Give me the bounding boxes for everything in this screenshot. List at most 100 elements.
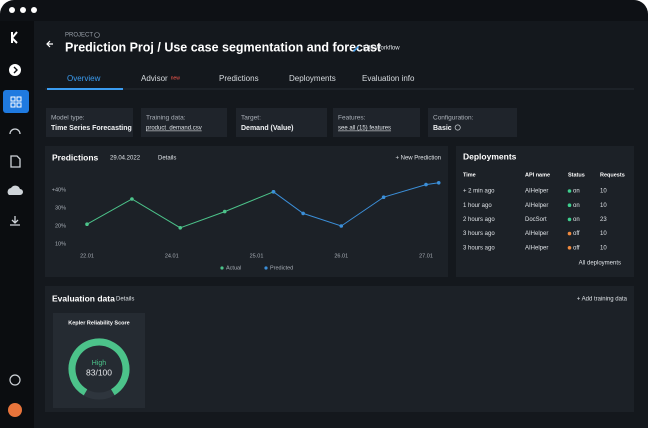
tab-badge: new	[171, 75, 181, 81]
status-text: on	[573, 217, 580, 223]
status-text: on	[573, 203, 580, 209]
y-tick-label: 20%	[55, 223, 66, 229]
edit-icon	[353, 46, 359, 52]
x-tick-label: 26.01	[334, 253, 348, 259]
date-picker[interactable]: 29.04.2022	[110, 156, 141, 162]
predictions-title: Predictions	[52, 152, 99, 162]
info-value: Demand (Value)	[241, 125, 294, 132]
avatar[interactable]	[8, 403, 22, 417]
legend-marker	[220, 266, 224, 270]
y-tick-label: 30%	[55, 205, 66, 211]
add-training-data[interactable]: + Add training data	[577, 297, 628, 303]
window-dot	[9, 7, 15, 13]
info-card	[141, 108, 227, 137]
edit-workflow[interactable]: Edit Workflow	[363, 46, 400, 52]
info-card	[46, 108, 133, 137]
table-cell: 10	[600, 203, 607, 209]
info-value[interactable]: see all (15) features	[338, 126, 391, 132]
nav-active[interactable]	[3, 90, 29, 113]
predictions-panel	[45, 146, 448, 277]
score-level: High	[92, 360, 107, 367]
table-cell: AIHelper	[525, 245, 548, 251]
logo	[11, 31, 18, 44]
data-point	[381, 195, 386, 199]
table-cell: AIHelper	[525, 203, 548, 209]
tab[interactable]: Predictions	[219, 74, 259, 83]
deployments-title: Deployments	[463, 151, 517, 161]
table-cell: 10	[600, 231, 607, 237]
deployments-panel	[456, 146, 634, 277]
x-tick-label: 24.01	[165, 253, 179, 259]
status-dot	[567, 246, 572, 250]
predictions-details[interactable]: Details	[158, 156, 176, 162]
x-tick-label: 27.01	[419, 253, 433, 259]
table-cell: 1 hour ago	[463, 203, 492, 209]
nav-help[interactable]	[9, 374, 21, 386]
table-cell: 10	[600, 189, 607, 195]
data-point	[301, 211, 305, 216]
info-value: Basic	[433, 125, 452, 132]
info-icon	[94, 32, 100, 38]
score-title: Kepler Reliability Score	[68, 320, 129, 326]
table-header: API name	[525, 172, 550, 178]
score-card	[53, 313, 145, 408]
legend-label: Actual	[226, 265, 241, 271]
back-button[interactable]	[46, 40, 53, 48]
info-card	[333, 108, 420, 137]
table-cell: 10	[600, 245, 607, 251]
data-point	[339, 224, 344, 228]
all-deployments[interactable]: All deployments	[579, 261, 621, 267]
info-card	[428, 108, 517, 137]
info-value[interactable]: product_demand.csv	[146, 126, 202, 132]
nav-download[interactable]	[10, 216, 20, 226]
table-header: Time	[463, 172, 476, 178]
eyebrow: PROJECT	[65, 33, 93, 39]
window-dot	[31, 7, 37, 13]
legend-marker	[264, 266, 268, 270]
info-label: Configuration:	[433, 115, 474, 122]
data-point	[271, 190, 276, 194]
y-tick-label: +40%	[52, 187, 66, 193]
evaluation-title: Evaluation data	[52, 293, 115, 303]
tab[interactable]: Advisor	[141, 74, 168, 83]
legend-label: Predicted	[270, 265, 293, 271]
tab[interactable]: Deployments	[289, 74, 336, 83]
data-point	[85, 222, 89, 226]
nav-document[interactable]	[10, 155, 21, 168]
info-card	[236, 108, 327, 137]
nav-grid-icon	[10, 96, 22, 108]
status-text: off	[573, 231, 580, 237]
nav-gauge[interactable]	[9, 128, 21, 135]
status-text: off	[573, 245, 580, 251]
data-point	[130, 197, 134, 201]
x-tick-label: 22.01	[80, 253, 94, 259]
table-cell: AIHelper	[525, 189, 548, 195]
evaluation-details[interactable]: Details	[116, 297, 134, 303]
series-line	[273, 182, 439, 227]
x-tick-label: 25.01	[250, 253, 264, 259]
gauge-arc	[68, 338, 130, 400]
data-point	[424, 182, 428, 187]
table-header: Requests	[600, 172, 625, 178]
data-point	[436, 181, 441, 185]
score-label: 83/100	[86, 367, 112, 377]
new-prediction[interactable]: + New Prediction	[395, 156, 441, 162]
table-cell: + 2 min ago	[463, 189, 495, 195]
page-title: Prediction Proj / Use case segmentation …	[65, 40, 382, 54]
status-dot	[567, 203, 572, 207]
nav-expand-arrow	[13, 66, 18, 74]
info-label: Model type:	[51, 115, 85, 122]
tab[interactable]: Evaluation info	[362, 74, 415, 83]
tab[interactable]: Overview	[67, 74, 101, 83]
table-cell: 2 hours ago	[463, 217, 495, 223]
nav-expand[interactable]	[9, 64, 21, 76]
window-dot	[20, 7, 26, 13]
table-cell: 3 hours ago	[463, 231, 495, 237]
info-label: Training data:	[146, 115, 186, 122]
data-point	[178, 226, 183, 230]
info-label: Features:	[338, 115, 366, 122]
info-value: Time Series Forecasting	[51, 125, 132, 132]
nav-cloud[interactable]	[7, 185, 23, 195]
info-label: Target:	[241, 115, 261, 122]
info-icon	[454, 124, 461, 131]
